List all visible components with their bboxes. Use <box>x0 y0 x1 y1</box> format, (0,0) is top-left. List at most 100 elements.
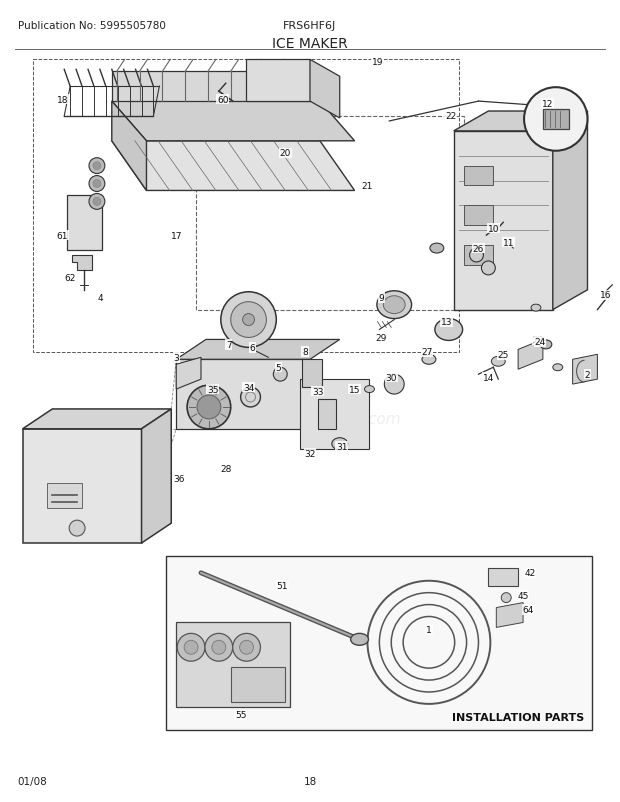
Text: 27: 27 <box>421 347 433 356</box>
Text: ICE MAKER: ICE MAKER <box>272 37 348 51</box>
Circle shape <box>89 194 105 210</box>
Polygon shape <box>141 410 171 543</box>
Polygon shape <box>246 60 310 102</box>
Text: 23: 23 <box>532 335 544 345</box>
Polygon shape <box>454 111 588 132</box>
Text: 36: 36 <box>174 474 185 484</box>
Text: 25: 25 <box>498 350 509 359</box>
Text: 6: 6 <box>250 343 255 352</box>
Text: 62: 62 <box>64 274 76 283</box>
Circle shape <box>242 314 254 326</box>
Text: 60: 60 <box>217 95 229 104</box>
Ellipse shape <box>422 354 436 365</box>
Text: 12: 12 <box>542 99 554 108</box>
Polygon shape <box>112 102 146 191</box>
FancyBboxPatch shape <box>543 110 569 130</box>
Circle shape <box>93 198 101 206</box>
Text: 17: 17 <box>170 231 182 241</box>
Polygon shape <box>72 256 92 270</box>
Text: 20: 20 <box>280 149 291 158</box>
Circle shape <box>384 375 404 395</box>
Polygon shape <box>176 360 310 429</box>
Circle shape <box>69 520 85 537</box>
Text: INSTALLATION PARTS: INSTALLATION PARTS <box>452 712 584 722</box>
Ellipse shape <box>383 297 405 314</box>
Polygon shape <box>22 429 141 543</box>
Circle shape <box>184 641 198 654</box>
Polygon shape <box>518 340 543 370</box>
Circle shape <box>89 159 105 174</box>
Text: 18: 18 <box>56 95 68 104</box>
FancyBboxPatch shape <box>464 167 494 186</box>
Text: FRS6HF6J: FRS6HF6J <box>283 21 337 30</box>
Text: 33: 33 <box>312 387 324 396</box>
Text: 8: 8 <box>302 347 308 356</box>
Polygon shape <box>112 72 320 102</box>
Ellipse shape <box>377 291 412 319</box>
Text: 31: 31 <box>336 443 347 452</box>
Text: 1: 1 <box>426 625 432 634</box>
Text: 64: 64 <box>522 606 534 614</box>
FancyBboxPatch shape <box>47 484 82 508</box>
FancyBboxPatch shape <box>231 667 285 702</box>
Ellipse shape <box>531 305 541 312</box>
FancyBboxPatch shape <box>176 622 290 707</box>
Text: 19: 19 <box>371 58 383 67</box>
Polygon shape <box>112 142 355 191</box>
Ellipse shape <box>435 319 463 341</box>
Text: 2: 2 <box>585 371 590 379</box>
Circle shape <box>205 634 232 662</box>
Polygon shape <box>300 379 370 449</box>
Polygon shape <box>176 358 201 390</box>
FancyBboxPatch shape <box>166 557 593 730</box>
Ellipse shape <box>492 357 505 367</box>
Text: 4: 4 <box>97 294 103 303</box>
Circle shape <box>240 641 254 654</box>
Polygon shape <box>497 603 523 628</box>
Circle shape <box>187 386 231 429</box>
Polygon shape <box>176 340 340 360</box>
Text: Publication No: 5995505780: Publication No: 5995505780 <box>17 21 166 30</box>
FancyBboxPatch shape <box>318 399 336 429</box>
Text: 9: 9 <box>378 294 384 303</box>
Text: 29: 29 <box>376 334 387 342</box>
Text: 10: 10 <box>487 225 499 233</box>
Text: 16: 16 <box>600 291 611 300</box>
Text: N58I1151: N58I1151 <box>485 697 532 707</box>
Text: 7: 7 <box>226 341 232 350</box>
Circle shape <box>524 88 588 152</box>
Circle shape <box>502 593 511 603</box>
Text: 18: 18 <box>303 776 317 786</box>
Text: 21: 21 <box>362 182 373 191</box>
Ellipse shape <box>430 244 444 253</box>
Circle shape <box>221 293 277 348</box>
Text: 3: 3 <box>174 354 179 363</box>
Text: 01/08: 01/08 <box>17 776 47 786</box>
Circle shape <box>93 163 101 170</box>
Text: 61: 61 <box>56 231 68 241</box>
Polygon shape <box>573 354 598 385</box>
Polygon shape <box>310 60 340 119</box>
Polygon shape <box>67 196 102 251</box>
Circle shape <box>482 261 495 276</box>
Text: 26: 26 <box>473 245 484 253</box>
Ellipse shape <box>351 634 368 646</box>
Text: 42: 42 <box>525 569 536 577</box>
Circle shape <box>231 302 267 338</box>
Text: 32: 32 <box>304 450 316 459</box>
FancyBboxPatch shape <box>464 206 494 226</box>
Circle shape <box>273 368 287 382</box>
Circle shape <box>212 641 226 654</box>
Ellipse shape <box>332 438 348 450</box>
Text: 11: 11 <box>502 238 514 247</box>
FancyBboxPatch shape <box>302 360 322 387</box>
Text: 22: 22 <box>445 112 456 121</box>
Circle shape <box>177 634 205 662</box>
Circle shape <box>232 634 260 662</box>
Circle shape <box>241 387 260 407</box>
Text: 35: 35 <box>207 385 219 394</box>
Text: 28: 28 <box>220 464 231 473</box>
Circle shape <box>93 180 101 188</box>
Text: 34: 34 <box>243 383 254 392</box>
Ellipse shape <box>365 386 374 393</box>
